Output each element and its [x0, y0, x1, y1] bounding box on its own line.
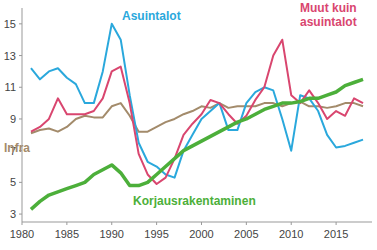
x-tick [246, 222, 247, 225]
x-tick [291, 222, 292, 225]
x-tick-label: 2015 [324, 228, 348, 240]
series-line [31, 79, 363, 209]
y-tick-label: 15 [4, 18, 16, 30]
y-tick-label: 5 [10, 176, 16, 188]
y-tick [19, 23, 22, 24]
x-tick-label: 2005 [234, 228, 258, 240]
x-tick [201, 222, 202, 225]
y-tick [19, 118, 22, 119]
series-line [31, 40, 363, 184]
y-tick [19, 87, 22, 88]
y-tick [19, 55, 22, 56]
y-axis [22, 8, 23, 222]
y-tick-label: 13 [4, 50, 16, 62]
x-axis [22, 222, 372, 223]
y-tick [19, 182, 22, 183]
x-tick [156, 222, 157, 225]
y-tick-label: 9 [10, 113, 16, 125]
x-tick-label: 2010 [279, 228, 303, 240]
x-tick-label: 1995 [144, 228, 168, 240]
x-tick-label: 1990 [100, 228, 124, 240]
plot-area [31, 24, 363, 209]
x-tick [66, 222, 67, 225]
series-label: Korjausrakentaminen [133, 194, 256, 208]
series-label: Infra [4, 141, 30, 155]
x-tick-label: 2000 [189, 228, 213, 240]
y-tick [19, 214, 22, 215]
series-label: Asuintalot [122, 9, 181, 23]
y-tick-label: 11 [5, 81, 16, 93]
x-tick [22, 222, 23, 225]
series-label: Muut kuinasuintalot [300, 1, 357, 29]
chart: 3579111315198019851990199520002005201020… [0, 0, 377, 250]
x-tick-label: 1980 [10, 228, 34, 240]
y-tick-label: 3 [10, 208, 16, 220]
x-tick [111, 222, 112, 225]
series-line [31, 24, 363, 178]
x-tick [336, 222, 337, 225]
x-tick-label: 1985 [55, 228, 79, 240]
